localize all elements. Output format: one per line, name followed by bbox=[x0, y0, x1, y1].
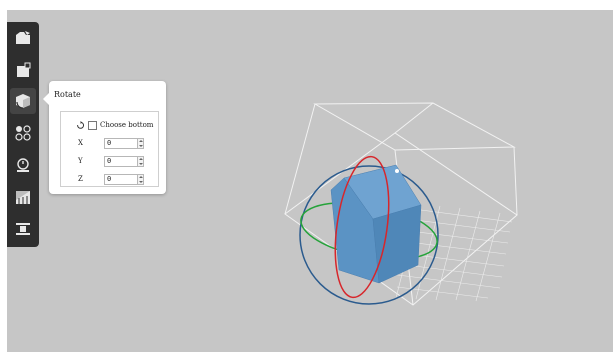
rotate-settings-box: Choose bottom X 0 Y 0 Z 0 bbox=[60, 111, 159, 187]
rotate-panel: Rotate Choose bottom X 0 Y 0 Z 0 bbox=[43, 81, 166, 194]
slice-icon[interactable] bbox=[10, 216, 36, 242]
rotation-gizmo-z-ring[interactable] bbox=[299, 165, 439, 305]
axis-row-y: Y 0 bbox=[78, 155, 144, 167]
axis-x-input[interactable]: 0 bbox=[104, 137, 138, 149]
3d-model-cube[interactable] bbox=[330, 164, 422, 284]
axis-y-input[interactable]: 0 bbox=[104, 155, 138, 167]
reset-rotation-icon[interactable] bbox=[76, 120, 85, 130]
axis-y-label: Y bbox=[78, 157, 83, 165]
axis-z-label: Z bbox=[78, 175, 83, 183]
support-icon[interactable] bbox=[10, 184, 36, 210]
rotation-gizmo-x-ring[interactable] bbox=[327, 153, 396, 301]
axis-x-label: X bbox=[78, 139, 83, 147]
axis-x-stepper[interactable] bbox=[138, 137, 144, 149]
move-icon[interactable] bbox=[10, 57, 36, 83]
axis-row-x: X 0 bbox=[78, 137, 144, 149]
axis-y-stepper[interactable] bbox=[138, 155, 144, 167]
open-file-icon[interactable] bbox=[10, 25, 36, 51]
gizmo-handle[interactable] bbox=[395, 169, 399, 173]
scale-icon[interactable] bbox=[10, 120, 36, 146]
axis-z-stepper[interactable] bbox=[138, 173, 144, 185]
axis-row-z: Z 0 bbox=[78, 173, 144, 185]
choose-bottom-checkbox[interactable] bbox=[88, 120, 97, 130]
choose-bottom-row: Choose bottom bbox=[76, 120, 153, 130]
choose-bottom-label: Choose bottom bbox=[100, 121, 154, 129]
rotate-icon[interactable] bbox=[10, 88, 36, 114]
mirror-icon[interactable] bbox=[10, 152, 36, 178]
panel-title: Rotate bbox=[54, 90, 81, 99]
left-toolbar bbox=[7, 22, 39, 247]
panel-pointer bbox=[43, 93, 49, 105]
axis-z-input[interactable]: 0 bbox=[104, 173, 138, 185]
